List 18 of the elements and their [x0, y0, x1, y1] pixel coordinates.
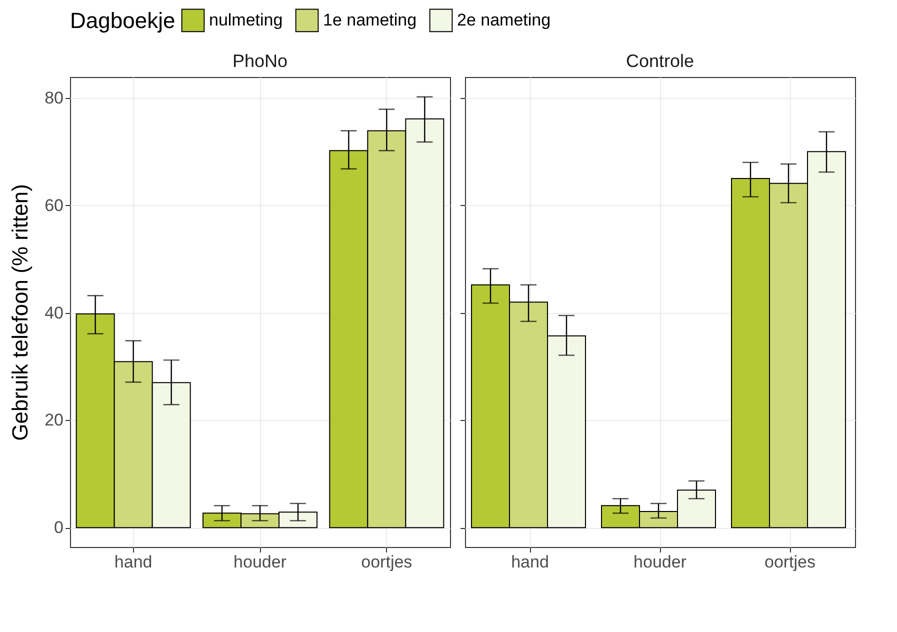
x-tick-label: oortjes	[764, 552, 816, 572]
legend-label: nulmeting	[209, 10, 283, 30]
y-tick-label: 40	[44, 303, 64, 322]
legend-label: 2e nameting	[457, 10, 551, 30]
x-tick-label: hand	[114, 552, 152, 572]
y-tick-label: 0	[54, 518, 64, 538]
x-tick-label: hand	[511, 552, 549, 572]
x-tick-label: oortjes	[361, 552, 412, 572]
x-tick-label: houder	[234, 552, 287, 572]
legend-title: Dagboekje	[70, 8, 176, 33]
y-axis-title: Gebruik telefoon (% ritten)	[8, 184, 33, 441]
x-tick-label: houder	[634, 552, 687, 572]
y-tick-label: 60	[44, 196, 64, 215]
chart-title: Controle	[626, 51, 694, 71]
chart-title: PhoNo	[232, 51, 288, 71]
y-tick-label: 20	[44, 410, 64, 430]
y-tick-label: 80	[44, 88, 64, 108]
legend-label: 1e nameting	[323, 10, 417, 30]
